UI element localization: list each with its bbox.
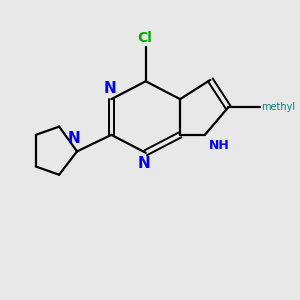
Text: N: N: [68, 131, 81, 146]
Text: N: N: [103, 81, 116, 96]
Text: methyl: methyl: [261, 102, 295, 112]
Text: N: N: [138, 156, 151, 171]
Text: NH: NH: [209, 139, 230, 152]
Text: Cl: Cl: [137, 31, 152, 45]
